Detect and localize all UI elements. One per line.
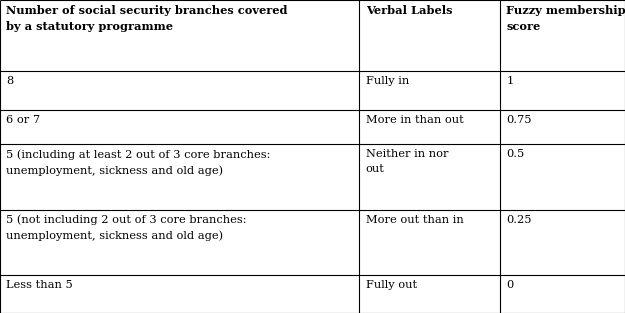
- Text: 0.25: 0.25: [506, 215, 532, 225]
- Text: Fully out: Fully out: [366, 280, 417, 290]
- Text: 0: 0: [506, 280, 514, 290]
- Text: Less than 5: Less than 5: [6, 280, 73, 290]
- Text: 5 (not including 2 out of 3 core branches:
unemployment, sickness and old age): 5 (not including 2 out of 3 core branche…: [6, 215, 247, 241]
- Text: More in than out: More in than out: [366, 115, 463, 125]
- Text: More out than in: More out than in: [366, 215, 463, 225]
- Text: Verbal Labels: Verbal Labels: [366, 5, 452, 16]
- Text: Fuzzy membership
score: Fuzzy membership score: [506, 5, 625, 33]
- Text: Neither in nor
out: Neither in nor out: [366, 150, 448, 174]
- Text: 0.75: 0.75: [506, 115, 532, 125]
- Text: 5 (including at least 2 out of 3 core branches:
unemployment, sickness and old a: 5 (including at least 2 out of 3 core br…: [6, 150, 271, 176]
- Text: 8: 8: [6, 75, 14, 85]
- Text: 1: 1: [506, 75, 514, 85]
- Text: Fully in: Fully in: [366, 75, 409, 85]
- Text: 6 or 7: 6 or 7: [6, 115, 41, 125]
- Text: 0.5: 0.5: [506, 150, 524, 159]
- Text: Number of social security branches covered
by a statutory programme: Number of social security branches cover…: [6, 5, 288, 33]
